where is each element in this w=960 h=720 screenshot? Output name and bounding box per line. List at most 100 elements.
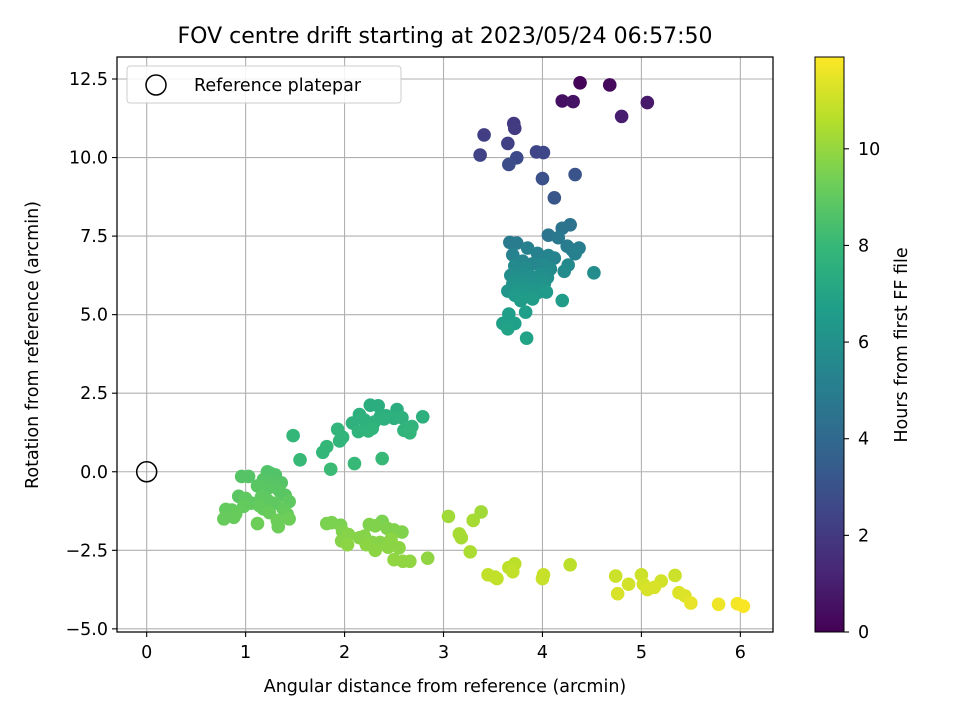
data-point — [420, 551, 435, 565]
data-point — [621, 577, 636, 592]
data-point — [557, 264, 572, 279]
data-point — [395, 525, 409, 539]
data-point — [711, 597, 726, 612]
data-point — [505, 564, 520, 579]
data-point — [684, 596, 698, 610]
data-point — [340, 537, 355, 552]
data-point — [551, 230, 566, 245]
data-point — [377, 412, 391, 426]
data-point — [547, 251, 562, 265]
data-point — [403, 554, 417, 569]
data-point — [501, 321, 515, 336]
data-point — [293, 453, 307, 467]
x-tick-label: 3 — [438, 643, 449, 663]
data-point — [316, 445, 330, 460]
data-point — [361, 424, 376, 438]
data-point — [547, 190, 562, 205]
legend-box — [126, 65, 402, 104]
reference-marker — [135, 461, 158, 483]
data-point — [250, 516, 265, 531]
y-tick-label: 5.0 — [80, 306, 108, 326]
data-point — [250, 479, 265, 493]
x-tick-label: 0 — [141, 643, 152, 663]
colorbar-tick-label: 2 — [858, 526, 869, 546]
data-point — [610, 586, 625, 601]
data-point — [608, 569, 623, 583]
data-point — [463, 545, 478, 559]
colorbar-tick-label: 0 — [858, 623, 869, 643]
data-point — [392, 540, 406, 555]
y-tick-label: 7.5 — [80, 227, 108, 247]
data-point — [736, 599, 751, 614]
y-tick-label: 2.5 — [80, 384, 108, 404]
data-point — [602, 78, 617, 92]
data-point — [513, 293, 528, 308]
data-point — [368, 518, 383, 533]
data-point — [375, 451, 389, 466]
data-point — [573, 75, 587, 90]
data-point — [282, 512, 296, 526]
y-tick-label: 10.0 — [69, 149, 108, 169]
data-point — [395, 410, 409, 425]
y-tick-label: −2.5 — [66, 541, 109, 561]
data-point — [441, 509, 456, 524]
data-point — [403, 425, 417, 440]
data-point — [587, 266, 601, 280]
data-point — [539, 285, 554, 299]
data-point — [535, 571, 550, 586]
data-point — [368, 543, 383, 558]
y-axis-label: Rotation from reference (arcmin) — [23, 201, 43, 489]
data-point — [241, 469, 256, 484]
x-tick-label: 2 — [339, 643, 350, 663]
legend-label: Reference platepar — [194, 76, 362, 96]
x-axis-label: Angular distance from reference (arcmin) — [264, 677, 627, 697]
data-point — [614, 109, 629, 124]
colorbar-tick-label: 10 — [858, 140, 880, 160]
data-point — [536, 145, 551, 160]
grid-lines — [117, 57, 773, 632]
legend-reference-icon — [145, 74, 167, 96]
y-tick-label: 0.0 — [80, 463, 108, 483]
data-point — [502, 157, 516, 172]
data-point — [505, 248, 520, 262]
x-tick-label: 5 — [636, 643, 647, 663]
data-point — [473, 148, 487, 162]
data-point — [226, 510, 241, 525]
data-point — [668, 568, 682, 583]
data-point — [555, 293, 570, 308]
y-axis-ticks: −5.0 −2.5 0.0 2.5 5.0 7.5 10.0 12.5 — [66, 70, 117, 640]
data-point — [351, 424, 366, 439]
data-point — [563, 557, 577, 572]
colorbar-label: Hours from first FF file — [892, 247, 912, 442]
data-point — [519, 331, 534, 346]
data-point — [323, 462, 338, 477]
colorbar: 0 2 4 6 8 10 Hours from first FF file — [814, 56, 912, 643]
x-axis-ticks: 0 1 2 3 4 5 6 — [141, 632, 746, 663]
data-point — [555, 94, 570, 108]
data-point — [640, 95, 655, 110]
data-point — [640, 582, 655, 597]
data-point — [535, 171, 550, 186]
plot-frame — [116, 56, 774, 633]
legend: Reference platepar — [126, 65, 402, 104]
data-point — [466, 513, 480, 528]
data-point — [347, 456, 362, 471]
colorbar-tick-label: 8 — [858, 236, 869, 256]
colorbar-tick-label: 6 — [858, 333, 869, 353]
data-point — [381, 540, 395, 554]
data-point — [518, 305, 533, 319]
reference-platepar-point — [135, 461, 158, 483]
data-point — [509, 236, 524, 250]
data-point — [286, 428, 300, 443]
data-point — [525, 292, 540, 306]
data-points — [217, 75, 751, 614]
colorbar-ticks: 0 2 4 6 8 10 — [844, 140, 880, 643]
data-point — [332, 434, 347, 448]
chart-title: FOV centre drift starting at 2023/05/24 … — [178, 24, 713, 49]
data-point — [415, 409, 430, 424]
x-tick-label: 4 — [537, 643, 548, 663]
data-point — [568, 246, 582, 261]
data-point — [271, 519, 286, 534]
data-point — [371, 398, 386, 413]
